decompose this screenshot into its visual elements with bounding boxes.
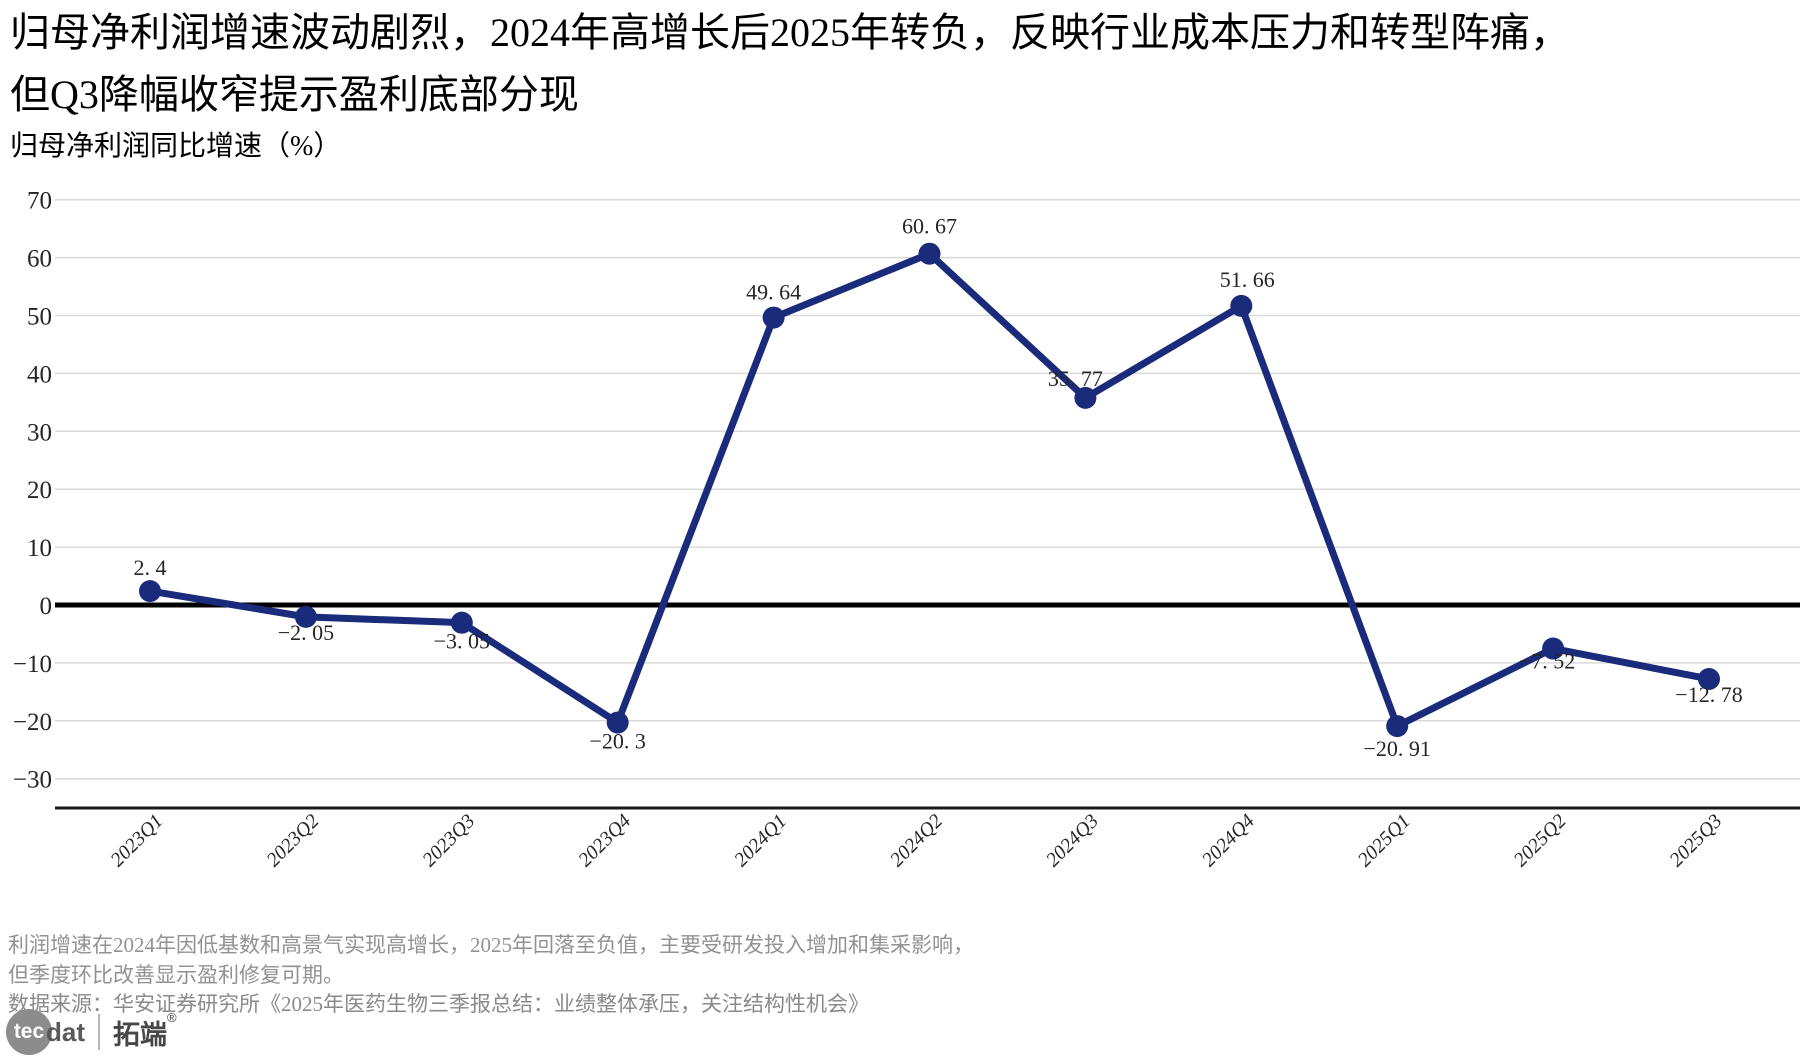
- data-point-label: −20. 3: [589, 729, 645, 754]
- data-point: [762, 306, 785, 329]
- y-tick-label: 20: [27, 477, 52, 504]
- data-point-label: 49. 64: [746, 280, 801, 305]
- data-point: [1698, 667, 1720, 690]
- x-tick-label: 2024Q3: [1042, 810, 1103, 871]
- x-tick-label: 2023Q4: [574, 810, 635, 871]
- line-chart: 70 60 50 40 30 20 10 0 −10 −20 −30 2. 4 −2. 05 −3. 05…: [0, 158, 1814, 890]
- data-point: [1386, 715, 1409, 738]
- y-tick-label: 0: [40, 593, 53, 620]
- y-tick-label: 50: [27, 304, 52, 331]
- footnote-line-1: 利润增速在2024年因低基数和高景气实现高增长，2025年回落至负值，主要受研发…: [8, 933, 974, 957]
- x-tick-label: 2024Q2: [886, 810, 947, 871]
- y-tick-label: 70: [27, 188, 52, 215]
- y-tick-label: 40: [27, 361, 52, 388]
- x-tick-label: 2023Q2: [262, 810, 323, 871]
- data-point: [1542, 637, 1565, 660]
- data-point: [918, 242, 941, 265]
- tecdat-logo: tec dat 拓端 ®: [6, 1008, 177, 1056]
- y-tick-label: −10: [13, 651, 52, 678]
- tecdat-logo-circle-icon: tec: [6, 1009, 52, 1055]
- data-point-label: −2. 05: [278, 620, 334, 645]
- x-tick-label: 2025Q2: [1510, 810, 1571, 871]
- data-point: [606, 711, 629, 734]
- logo-tec-text: tec: [13, 1020, 45, 1043]
- y-tick-label: 60: [27, 246, 52, 273]
- x-tick-label: 2023Q1: [106, 810, 167, 871]
- chart-headline: 归母净利润增速波动剧烈，2024年高增长后2025年转负，反映行业成本压力和转型…: [10, 2, 1570, 126]
- data-point: [1074, 386, 1097, 409]
- logo-divider: [98, 1014, 100, 1050]
- headline-line-2: 但Q3降幅收窄提示盈利底部分现: [10, 72, 579, 117]
- data-point-label: 35. 77: [1048, 366, 1103, 391]
- registered-mark-icon: ®: [167, 1010, 177, 1025]
- chart-subtitle: 归母净利润同比增速（%）: [10, 131, 342, 162]
- line-chart-svg: 70 60 50 40 30 20 10 0 −10 −20 −30 2. 4 −2. 05 −3. 05…: [13, 188, 1800, 871]
- data-point-label: 60. 67: [902, 214, 957, 239]
- data-point: [139, 580, 161, 603]
- x-tick-label: 2023Q3: [418, 810, 479, 871]
- data-point: [450, 611, 473, 634]
- data-point-label: 51. 66: [1220, 267, 1275, 292]
- data-point-label: 2. 4: [134, 555, 167, 580]
- y-tick-label: −30: [13, 767, 52, 794]
- x-tick-label: 2025Q3: [1665, 810, 1726, 871]
- y-tick-label: 10: [27, 535, 52, 562]
- data-point-label: −12. 78: [1675, 682, 1742, 707]
- logo-dat-text: dat: [46, 1016, 85, 1047]
- headline-line-1: 归母净利润增速波动剧烈，2024年高增长后2025年转负，反映行业成本压力和转型…: [10, 10, 1570, 55]
- x-tick-label: 2024Q1: [730, 810, 791, 871]
- data-point: [1230, 294, 1253, 317]
- x-tick-label: 2025Q1: [1354, 810, 1415, 871]
- data-point-label: −3. 05: [434, 629, 490, 654]
- data-source: 数据来源：华安证券研究所《2025年医药生物三季报总结：业绩整体承压，关注结构性…: [8, 992, 869, 1016]
- footnote: 利润增速在2024年因低基数和高景气实现高增长，2025年回落至负值，主要受研发…: [8, 930, 974, 990]
- logo-brand-text: 拓端: [113, 1019, 167, 1050]
- data-point-label: −7. 52: [1519, 649, 1575, 674]
- data-point: [294, 605, 317, 628]
- x-tick-label: 2024Q4: [1198, 810, 1259, 871]
- data-point-label: −20. 91: [1363, 736, 1430, 761]
- y-tick-label: 30: [27, 419, 52, 446]
- footnote-line-2: 但季度环比改善显示盈利修复可期。: [8, 963, 344, 987]
- y-tick-label: −20: [13, 709, 52, 736]
